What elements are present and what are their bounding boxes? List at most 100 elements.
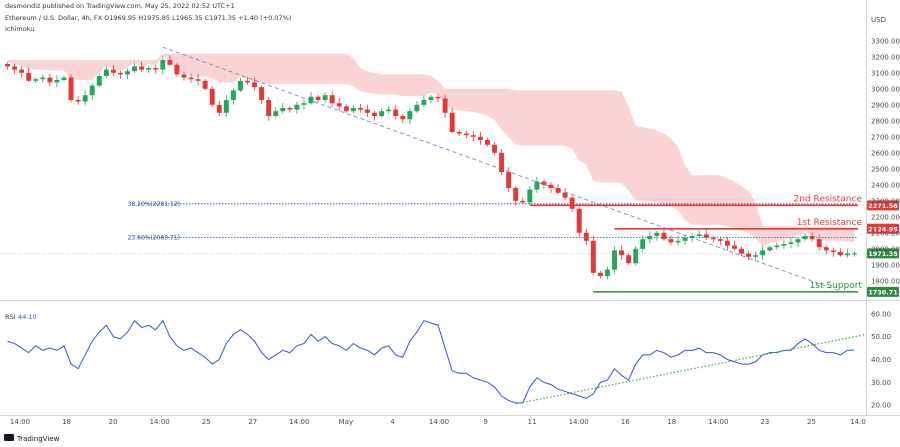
candle-body — [357, 108, 363, 110]
candle-body — [837, 252, 843, 256]
candle-body — [647, 236, 653, 240]
candle-body — [245, 80, 250, 83]
candle-body — [809, 236, 815, 240]
candle-body — [68, 77, 74, 100]
candle-body — [668, 239, 674, 243]
candle-body — [781, 244, 787, 246]
candle-body — [5, 64, 10, 67]
candle-body — [386, 109, 392, 112]
candle-body — [167, 60, 173, 65]
fib-level-label: 23.60%(2069.71) — [128, 235, 180, 242]
candle-body — [125, 71, 130, 75]
candle-body — [266, 100, 272, 116]
rsi-tick-label: 60.00 — [871, 310, 891, 318]
time-tick-label: May — [339, 418, 353, 426]
price-pane — [0, 0, 866, 300]
candle-body — [710, 237, 716, 240]
fib-level-label: 38.20%(2281.12) — [128, 201, 180, 208]
candle-body — [153, 68, 159, 70]
candle-body — [767, 247, 773, 251]
level-price-tag — [867, 223, 899, 234]
candle-body — [626, 255, 632, 264]
level-price-tag-text: 2271.56 — [868, 202, 898, 210]
candle-body — [788, 242, 794, 244]
candle-body — [139, 66, 145, 70]
axes: 1800.00 1900.00 2000.00 2100.00 2200.00 2300.… — [10, 37, 900, 426]
candle-body — [823, 247, 829, 251]
candle-body — [435, 96, 441, 99]
candle-body — [82, 95, 88, 102]
time-tick-label: 14:00 — [289, 418, 309, 426]
published-line: desmondiz published on TradingView.com, … — [5, 2, 235, 10]
ichimoku-cloud — [7, 53, 855, 247]
candle-body — [633, 248, 639, 264]
price-tick-label: 2100.00 — [871, 229, 900, 237]
time-tick-label: 20 — [109, 418, 118, 426]
level-price-tag-text: 2124.95 — [868, 225, 898, 233]
candle-body — [209, 88, 215, 105]
candle-body — [202, 80, 208, 89]
rsi-title: RSI — [5, 313, 16, 321]
candle-body — [336, 103, 342, 107]
candle-body — [280, 108, 286, 112]
price-tick-label: 3000.00 — [871, 85, 900, 93]
candle-body — [26, 72, 32, 81]
candle-body — [689, 236, 695, 238]
candle-body — [379, 111, 385, 116]
candle-body — [724, 240, 730, 246]
candle-body — [852, 253, 857, 255]
candle-body — [223, 100, 229, 113]
ichimoku-cloud-area — [7, 53, 855, 247]
time-tick-label: 11 — [528, 418, 537, 426]
price-tick-label: 3300.00 — [871, 37, 900, 45]
candle-body — [470, 135, 476, 137]
candle-body — [555, 188, 561, 193]
level-name: 1st Resistance — [797, 218, 863, 228]
price-tick-label: 2900.00 — [871, 101, 900, 109]
rsi-uptrend-line — [515, 333, 867, 405]
time-tick-label: 16 — [621, 418, 630, 426]
candle-body — [506, 172, 512, 188]
candle-body — [477, 136, 483, 140]
time-tick-label: 14:00 — [150, 418, 170, 426]
candle-body — [216, 104, 222, 113]
tradingview-logo-icon — [4, 434, 14, 441]
candle-body — [407, 111, 413, 120]
candle-body — [230, 90, 236, 100]
candle-body — [110, 69, 116, 73]
candle-body — [449, 112, 455, 132]
candle-body — [590, 240, 596, 273]
candle-body — [802, 236, 808, 240]
candle-body — [12, 66, 18, 70]
candle-body — [774, 245, 780, 248]
price-tick-label: 2600.00 — [871, 149, 900, 157]
candle-body — [350, 108, 356, 112]
candle-body — [562, 192, 568, 198]
candle-body — [520, 200, 526, 203]
candle-body — [442, 98, 448, 113]
candle-body — [682, 237, 688, 241]
candles — [5, 55, 857, 280]
rsi-value: 44.10 — [18, 313, 37, 321]
candle-body — [40, 77, 46, 80]
time-tick-label: 25 — [807, 418, 816, 426]
candle-body — [393, 109, 399, 116]
price-tick-label: 2400.00 — [871, 181, 900, 189]
candle-body — [322, 95, 328, 100]
price-tick-label: 2000.00 — [871, 245, 900, 253]
candle-body — [499, 152, 505, 172]
level-price-tag — [867, 200, 899, 211]
time-tick-label: 18 — [667, 418, 676, 426]
candle-body — [75, 100, 81, 102]
candle-body — [654, 232, 660, 236]
time-tick-label: 14:00 — [429, 418, 449, 426]
candle-body — [717, 239, 723, 241]
candle-body — [146, 68, 152, 70]
candle-body — [372, 112, 378, 116]
candle-body — [294, 104, 300, 110]
rsi-tick-label: 50.00 — [871, 333, 891, 341]
price-tick-label: 1800.00 — [871, 277, 900, 285]
candle-body — [527, 189, 533, 203]
candle-body — [19, 69, 25, 73]
